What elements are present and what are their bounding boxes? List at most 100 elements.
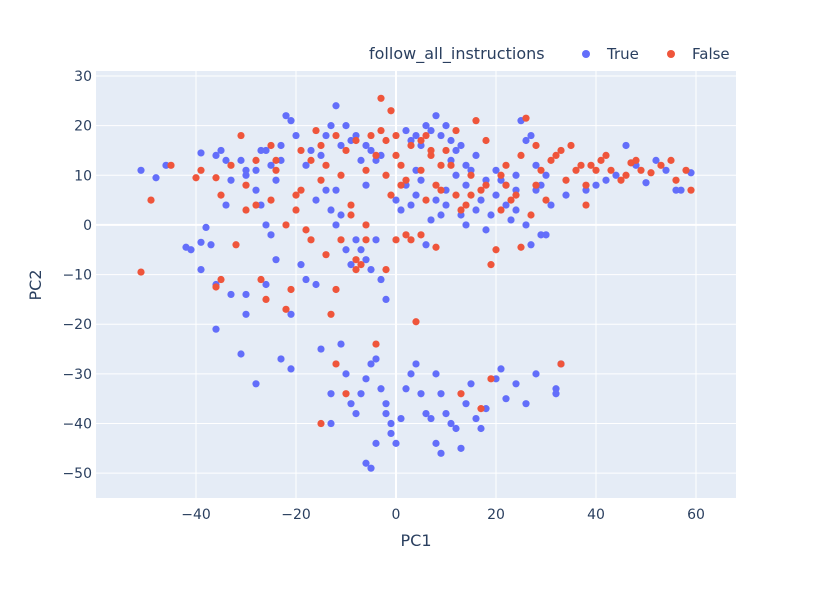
x-tick-label: −40: [181, 507, 211, 523]
data-point-true: [437, 390, 445, 398]
data-point-true: [282, 112, 290, 120]
data-point-true: [362, 375, 370, 383]
data-point-true: [437, 449, 445, 457]
data-point-false: [387, 191, 395, 199]
x-axis-title: PC1: [401, 531, 432, 550]
data-point-true: [377, 151, 385, 160]
x-tick-label: 0: [392, 507, 401, 523]
data-point-true: [432, 439, 440, 447]
data-point-true: [407, 201, 415, 209]
data-point-true: [242, 310, 250, 318]
data-point-true: [252, 166, 260, 174]
data-point-true: [202, 223, 210, 232]
data-point-true: [372, 355, 380, 363]
data-point-false: [242, 206, 250, 214]
data-point-false: [507, 196, 515, 204]
data-point-true: [237, 156, 245, 164]
data-point-true: [337, 211, 345, 219]
data-point-false: [582, 181, 590, 189]
data-point-true: [542, 171, 550, 179]
data-point-true: [482, 176, 490, 184]
data-point-true: [497, 365, 505, 373]
data-point-false: [582, 201, 590, 209]
data-point-false: [482, 136, 490, 145]
data-point-true: [512, 186, 520, 194]
data-point-false: [317, 141, 325, 150]
data-point-true: [502, 201, 510, 209]
data-point-true: [347, 136, 355, 145]
data-point-false: [632, 156, 640, 164]
data-point-true: [522, 400, 530, 408]
data-point-false: [622, 171, 630, 179]
data-point-false: [542, 196, 550, 204]
data-point-true: [677, 186, 685, 194]
data-point-true: [437, 131, 445, 140]
data-point-true: [317, 151, 325, 160]
data-point-false: [462, 201, 470, 209]
data-point-false: [337, 236, 345, 244]
data-point-true: [432, 370, 440, 378]
data-point-false: [517, 151, 525, 160]
data-point-true: [317, 345, 325, 353]
data-point-true: [347, 261, 355, 269]
data-point-false: [472, 117, 480, 125]
data-point-true: [542, 231, 550, 239]
data-point-false: [392, 151, 400, 160]
data-point-true: [212, 325, 220, 333]
data-point-true: [487, 211, 495, 219]
data-point-true: [287, 365, 295, 373]
data-point-true: [292, 131, 300, 140]
data-point-false: [482, 181, 490, 189]
data-point-false: [407, 236, 415, 244]
data-point-true: [537, 181, 545, 189]
data-point-true: [327, 390, 335, 398]
data-point-false: [397, 161, 405, 169]
data-point-true: [432, 196, 440, 204]
data-point-false: [402, 176, 410, 184]
data-point-false: [232, 241, 240, 249]
data-point-true: [362, 256, 370, 264]
data-point-true: [197, 266, 205, 274]
data-point-true: [477, 424, 485, 433]
data-point-true: [522, 221, 530, 229]
data-point-true: [452, 146, 460, 155]
data-point-true: [152, 174, 160, 182]
data-point-true: [347, 400, 355, 408]
data-point-false: [352, 266, 360, 274]
data-point-true: [492, 191, 500, 199]
data-point-true: [327, 122, 335, 130]
y-tick-label: −50: [62, 466, 92, 482]
y-tick-label: −30: [62, 367, 92, 383]
data-point-false: [217, 275, 225, 284]
data-point-false: [587, 161, 595, 169]
data-point-true: [262, 146, 270, 155]
data-point-true: [217, 146, 225, 155]
data-point-true: [162, 161, 170, 169]
data-point-false: [307, 156, 315, 164]
y-tick-label: 20: [74, 119, 92, 135]
data-point-true: [372, 439, 380, 447]
data-point-true: [362, 459, 370, 467]
data-point-true: [322, 131, 330, 140]
data-point-false: [322, 251, 330, 259]
data-point-false: [607, 166, 615, 174]
data-point-false: [552, 151, 560, 160]
data-point-true: [467, 380, 475, 388]
x-tick-label: 40: [587, 507, 605, 523]
y-tick-label: 10: [74, 168, 92, 184]
data-point-true: [537, 231, 545, 239]
data-point-false: [302, 226, 310, 234]
data-point-false: [687, 186, 695, 194]
data-point-true: [252, 380, 260, 388]
data-point-false: [377, 126, 385, 135]
data-point-true: [307, 146, 315, 155]
data-point-true: [532, 370, 540, 378]
data-point-true: [352, 409, 360, 418]
data-point-true: [267, 161, 275, 169]
data-point-false: [362, 236, 370, 244]
data-point-true: [367, 146, 375, 155]
data-point-true: [357, 246, 365, 254]
data-point-false: [292, 206, 300, 214]
data-point-false: [617, 176, 625, 184]
data-point-true: [412, 191, 420, 199]
